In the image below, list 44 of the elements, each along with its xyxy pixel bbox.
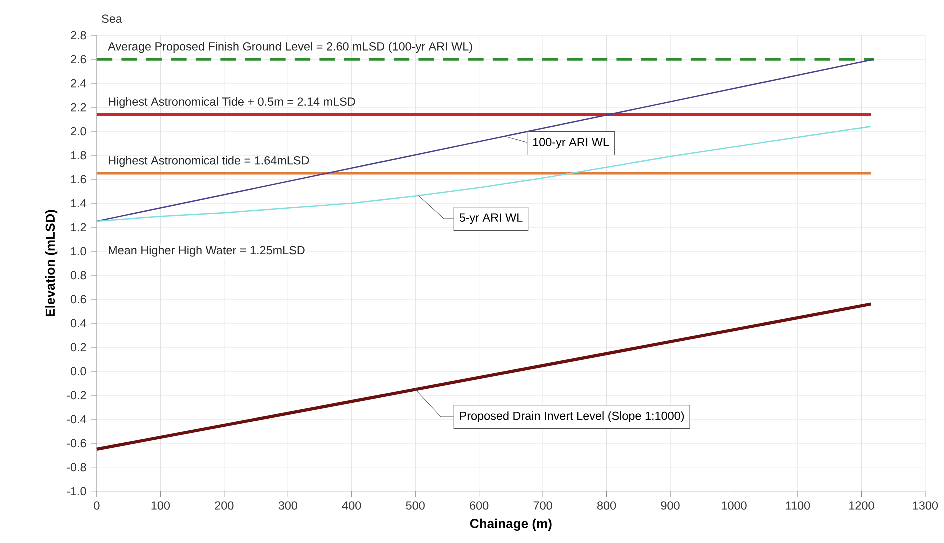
y-tick-label: 2.0 <box>71 127 86 136</box>
y-axis-title: Elevation (mLSD) <box>46 210 58 316</box>
x-tick-label: 400 <box>342 501 362 510</box>
x-tick-label: 1100 <box>786 501 810 510</box>
x-tick-label: 200 <box>215 501 234 510</box>
y-tick-label: 1.0 <box>71 247 86 256</box>
y-tick-label: 2.6 <box>71 55 86 64</box>
x-tick-label: 1000 <box>722 501 747 510</box>
y-tick-label: 0.8 <box>70 271 86 280</box>
x-tick-label: 100 <box>152 501 170 510</box>
series-label: 5-yr ARI WL <box>460 214 523 224</box>
y-tick-label: 2.4 <box>71 79 86 88</box>
y-tick-label: -0.8 <box>67 463 86 472</box>
series-label: Highest Astronomical Tide + 0.5m = 2.14 mLSD <box>109 97 356 108</box>
series-label: Average Proposed Finish Ground Level = 2.60 mLSD (100-yr ARI WL) <box>108 42 472 54</box>
annotation: Mean Higher High Water = 1.25mLSD <box>109 246 305 257</box>
y-tick-label: -0.4 <box>67 415 86 424</box>
y-tick-label: 1.6 <box>71 175 86 184</box>
series-label: Highest Astronomical tide = 1.64mLSD <box>109 156 310 168</box>
x-tick-label: 0 <box>94 501 100 510</box>
x-tick-label: 1200 <box>850 501 874 510</box>
y-tick-label: 0.6 <box>70 295 86 304</box>
x-tick-label: 500 <box>406 501 425 510</box>
x-tick-label: 700 <box>534 501 552 510</box>
y-tick-label: -0.2 <box>67 391 86 400</box>
text: Proposed Drain Invert Level (Slope 1:1000) <box>460 411 684 422</box>
series-label: 100-yr ARI WL <box>534 138 610 149</box>
y-tick-label: 0.0 <box>70 367 86 376</box>
y-tick-label: 0.2 <box>70 343 86 352</box>
y-tick-label: 1.2 <box>71 223 86 232</box>
y-tick-label: -0.6 <box>67 439 86 448</box>
x-tick-label: 900 <box>661 501 680 510</box>
x-tick-label: 600 <box>470 501 489 510</box>
y-tick-label: 2.2 <box>71 103 86 112</box>
x-tick-label: 800 <box>598 501 616 510</box>
x-tick-label: 300 <box>278 501 298 510</box>
x-axis-title: Chainage (m) <box>470 518 552 531</box>
y-tick-label: 1.4 <box>71 199 86 208</box>
y-tick-label: 0.4 <box>70 319 86 328</box>
y-tick-label: 2.8 <box>71 31 86 40</box>
text: Sea <box>102 14 122 23</box>
y-tick-label: 1.8 <box>71 151 86 160</box>
x-tick-label: 1300 <box>913 501 938 510</box>
y-tick-label: -1.0 <box>67 487 86 496</box>
